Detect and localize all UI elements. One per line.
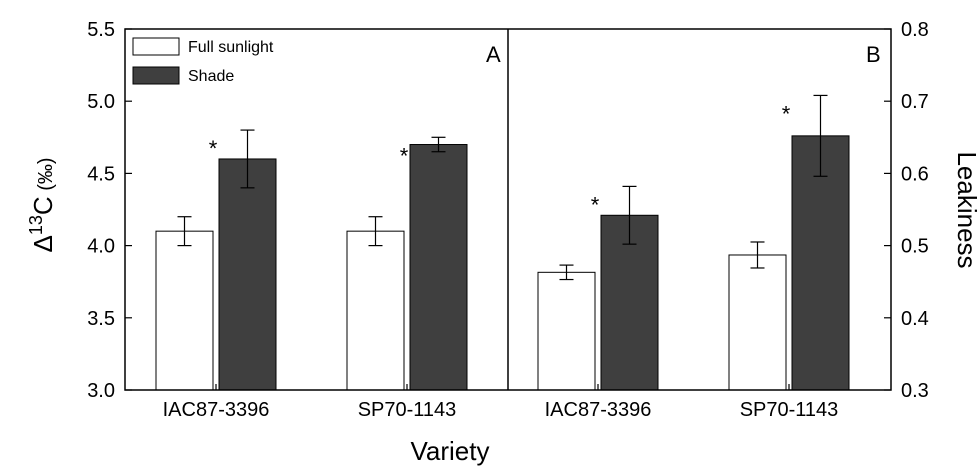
significance-star: * (209, 136, 218, 161)
y-tick-label-left: 4.0 (87, 236, 115, 258)
y-axis-title-right: Leakiness (952, 151, 979, 268)
x-tick-label: SP70-1143 (740, 399, 839, 421)
panel-label-b: B (866, 42, 881, 67)
x-tick-label: IAC87-3396 (163, 399, 270, 421)
y-axis-title-left: Δ13C (‰) (26, 157, 58, 252)
bar-full-sunlight (155, 230, 214, 391)
bar-full-sunlight (537, 271, 596, 391)
legend-label-shade: Shade (188, 68, 234, 85)
y-tick-label-left: 3.5 (87, 308, 115, 330)
significance-star: * (400, 143, 409, 168)
legend-swatch-shade (132, 66, 180, 85)
bar-full-sunlight (728, 254, 787, 391)
legend: Full sunlight Shade (132, 37, 274, 85)
x-tick-label: IAC87-3396 (545, 399, 652, 421)
y-tick-label-left: 4.5 (87, 163, 115, 185)
x-tick-label: SP70-1143 (358, 399, 457, 421)
bar-shade (218, 158, 277, 391)
significance-star: * (782, 101, 791, 126)
y-tick-label-right: 0.4 (901, 308, 929, 330)
bar-shade (409, 144, 468, 391)
x-axis-title: Variety (411, 436, 490, 466)
significance-star: * (591, 192, 600, 217)
y-tick-label-right: 0.5 (901, 236, 929, 258)
legend-label-full-sunlight: Full sunlight (188, 39, 274, 56)
y-tick-label-right: 0.7 (901, 91, 929, 113)
y-tick-label-left: 3.0 (87, 380, 115, 402)
y-tick-label-right: 0.6 (901, 163, 929, 185)
panel-label-a: A (486, 42, 501, 67)
bar-full-sunlight (346, 230, 405, 391)
legend-swatch-full-sunlight (132, 37, 180, 56)
ticks-layer: 3.0 3.5 4.0 4.5 5.0 5.5 IAC87-3396 SP70-1143 0.3… (87, 19, 929, 421)
bars-layer: * * * * (155, 94, 850, 391)
y-tick-label-left: 5.0 (87, 91, 115, 113)
axes-layer (124, 28, 892, 391)
bar-shade (791, 135, 850, 391)
y-tick-label-right: 0.3 (901, 380, 929, 402)
y-tick-label-right: 0.8 (901, 19, 929, 41)
y-tick-label-left: 5.5 (87, 19, 115, 41)
